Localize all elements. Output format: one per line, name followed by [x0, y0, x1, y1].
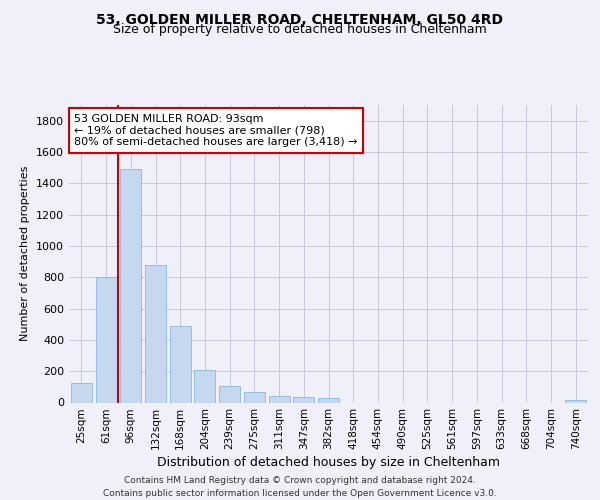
- Bar: [565, 400, 586, 402]
- Y-axis label: Number of detached properties: Number of detached properties: [20, 166, 31, 342]
- Text: Contains HM Land Registry data © Crown copyright and database right 2024.: Contains HM Land Registry data © Crown c…: [124, 476, 476, 485]
- X-axis label: Distribution of detached houses by size in Cheltenham: Distribution of detached houses by size …: [157, 456, 500, 469]
- Bar: [244, 392, 265, 402]
- Bar: [293, 397, 314, 402]
- Bar: [120, 169, 141, 402]
- Text: 53 GOLDEN MILLER ROAD: 93sqm
← 19% of detached houses are smaller (798)
80% of s: 53 GOLDEN MILLER ROAD: 93sqm ← 19% of de…: [74, 114, 358, 147]
- Text: Size of property relative to detached houses in Cheltenham: Size of property relative to detached ho…: [113, 22, 487, 36]
- Bar: [71, 383, 92, 402]
- Bar: [170, 326, 191, 402]
- Bar: [219, 386, 240, 402]
- Bar: [95, 277, 116, 402]
- Bar: [318, 398, 339, 402]
- Bar: [145, 264, 166, 402]
- Text: Contains public sector information licensed under the Open Government Licence v3: Contains public sector information licen…: [103, 489, 497, 498]
- Bar: [194, 370, 215, 402]
- Text: 53, GOLDEN MILLER ROAD, CHELTENHAM, GL50 4RD: 53, GOLDEN MILLER ROAD, CHELTENHAM, GL50…: [97, 12, 503, 26]
- Bar: [269, 396, 290, 402]
